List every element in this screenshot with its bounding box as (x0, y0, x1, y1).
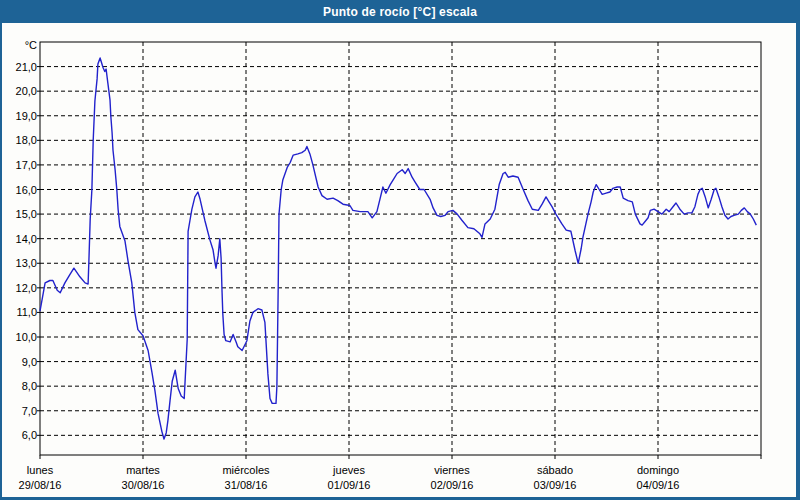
y-tick-label: 21,0 (0, 60, 37, 74)
x-date-label: 30/08/16 (122, 479, 165, 491)
y-tick-label: 6,0 (0, 428, 37, 442)
x-day-name-label: jueves (333, 464, 365, 476)
x-day-name-label: lunes (27, 464, 53, 476)
y-tick-label: 13,0 (0, 256, 37, 270)
y-tick-label: 11,0 (0, 305, 37, 319)
y-tick-label: 20,0 (0, 84, 37, 98)
y-tick-label: 14,0 (0, 232, 37, 246)
x-date-label: 04/09/16 (637, 479, 680, 491)
y-tick-label: 10,0 (0, 330, 37, 344)
x-day-name-label: viernes (434, 464, 469, 476)
x-date-label: 03/09/16 (534, 479, 577, 491)
x-day-name-label: sábado (537, 464, 573, 476)
x-date-label: 31/08/16 (225, 479, 268, 491)
dew-point-series-line (40, 58, 756, 439)
x-day-name-label: domingo (637, 464, 679, 476)
y-tick-label: 15,0 (0, 207, 37, 221)
y-tick-label: 19,0 (0, 109, 37, 123)
y-tick-label: 12,0 (0, 281, 37, 295)
y-tick-label: 16,0 (0, 183, 37, 197)
y-tick-label: 8,0 (0, 379, 37, 393)
weather-chart-window: Punto de rocío [°C] escala °C 6,07,08,09… (0, 0, 800, 500)
x-date-label: 01/09/16 (328, 479, 371, 491)
y-tick-label: 7,0 (0, 404, 37, 418)
dew-point-line-chart (0, 0, 800, 500)
x-date-label: 02/09/16 (431, 479, 474, 491)
y-axis-unit-label: °C (0, 39, 37, 51)
x-date-label: 29/08/16 (19, 479, 62, 491)
y-tick-label: 17,0 (0, 158, 37, 172)
plot-border (40, 42, 761, 455)
x-day-name-label: miércoles (222, 464, 269, 476)
x-day-name-label: martes (126, 464, 160, 476)
y-tick-label: 9,0 (0, 355, 37, 369)
y-tick-label: 18,0 (0, 133, 37, 147)
